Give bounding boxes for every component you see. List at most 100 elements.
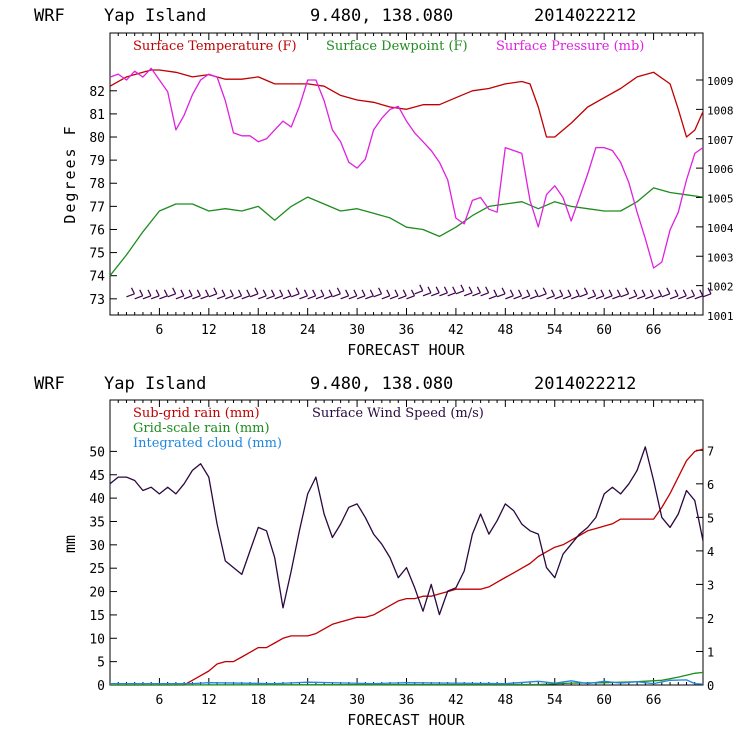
top-header-coords: 9.480, 138.080 <box>310 6 453 26</box>
wind-barb-shaft <box>636 295 646 300</box>
wind-barb-shaft <box>620 293 629 298</box>
wind-barb-flag <box>394 289 399 297</box>
precipitation-x-label: FORECAST HOUR <box>347 711 465 729</box>
wind-barb-flag <box>279 289 284 297</box>
x-tick-label: 12 <box>201 693 217 708</box>
wind-barb-shaft <box>669 295 679 300</box>
wind-barb-shaft <box>645 295 654 300</box>
wind-barb <box>439 286 448 297</box>
wind-barb-flag <box>336 287 341 295</box>
wind-barb <box>356 289 366 300</box>
wind-barb <box>225 289 234 300</box>
wind-barb-shaft <box>653 295 662 300</box>
legend-surface-wind-speed: Surface Wind Speed (m/s) <box>312 406 484 421</box>
wind-barb-shaft <box>505 295 514 300</box>
wind-barb-flag <box>550 289 556 297</box>
wind-barb <box>134 289 144 300</box>
sub-grid-rain-line <box>110 448 704 686</box>
wind-barb-shaft <box>159 295 168 300</box>
bottom-header-coords: 9.480, 138.080 <box>310 374 453 394</box>
wind-barb-flag <box>592 289 597 297</box>
wind-barb-shaft <box>430 292 440 297</box>
wind-barb-flag <box>707 287 712 295</box>
wind-barb-flag <box>583 287 588 295</box>
wind-barb <box>472 286 481 297</box>
wind-barb-shaft <box>241 295 250 300</box>
wind-barb-shaft <box>175 295 185 300</box>
surface-dewpoint-line <box>109 187 704 277</box>
x-tick-label: 54 <box>547 323 563 338</box>
wind-barb <box>678 289 687 300</box>
wind-barb <box>150 289 160 300</box>
x-tick-label: 48 <box>498 693 514 708</box>
wind-barb <box>290 287 300 298</box>
wind-barb-shaft <box>233 295 242 300</box>
wind-barb-shaft <box>447 292 456 297</box>
precipitation-y-tick-label: 25 <box>89 562 105 577</box>
wind-barb <box>332 287 341 298</box>
wind-barb-flag <box>238 289 243 297</box>
precipitation-y-label: mm <box>61 535 79 553</box>
wind-barb-flag <box>608 289 613 297</box>
temperature-y-tick-label: 74 <box>89 270 105 285</box>
wind-barb-flag <box>509 289 514 297</box>
x-tick-label: 6 <box>156 693 164 708</box>
x-tick-label: 6 <box>156 323 164 338</box>
bottom-header-model: WRF <box>34 374 65 394</box>
x-tick-label: 24 <box>300 693 316 708</box>
legend-sub-grid-rain: Sub-grid rain (mm) <box>133 406 260 421</box>
wind-barb-flag <box>188 289 193 297</box>
wind-speed-y-tick-label: 5 <box>707 511 714 525</box>
precipitation-y-tick-label: 5 <box>97 656 105 671</box>
wind-barb-flag <box>501 287 506 295</box>
wind-barb <box>480 286 490 297</box>
pressure-y-tick-label: 1009 <box>707 75 734 88</box>
wind-barb <box>241 289 251 300</box>
surface-wind-speed-line <box>109 446 704 616</box>
integrated-cloud-line <box>110 679 704 685</box>
wind-barb-shaft <box>332 293 341 298</box>
wind-barb <box>430 286 440 297</box>
wind-barb <box>167 287 177 298</box>
wind-barb-shaft <box>694 295 703 300</box>
top-header-model: WRF <box>34 6 65 26</box>
wind-barb-shaft <box>389 295 399 300</box>
wind-barb-flag <box>287 289 292 297</box>
x-tick-label: 54 <box>547 693 563 708</box>
x-tick-label: 60 <box>596 323 612 338</box>
wind-barb <box>579 287 588 298</box>
wind-barb <box>447 286 457 297</box>
wind-barb-flag <box>476 286 481 294</box>
wind-barb <box>571 289 580 300</box>
wind-speed-y-tick-label: 6 <box>707 478 714 492</box>
wind-barb-flag <box>616 289 621 297</box>
bottom-header-init: 2014022212 <box>534 374 636 394</box>
wind-barb-shaft <box>134 295 143 300</box>
precipitation-y-tick-label: 50 <box>89 445 105 460</box>
wind-barb <box>299 289 308 300</box>
wind-speed-y-tick-label: 7 <box>707 444 714 458</box>
wind-barb-flag <box>559 289 564 297</box>
wind-barb-shaft <box>150 295 160 300</box>
wind-barb-shaft <box>365 295 374 300</box>
pressure-y-ticks: 1001 1002 1003 1004 1005 1006 1007 1008 1009 <box>696 75 734 323</box>
wind-barb-flag <box>699 289 704 297</box>
precipitation-y-tick-label: 35 <box>89 515 105 530</box>
wind-barb-flag <box>172 287 177 295</box>
top-header-location: Yap Island <box>104 6 206 26</box>
wind-barb-flag <box>205 289 210 297</box>
wind-barb-flag <box>155 289 160 297</box>
x-tick-label: 30 <box>349 693 365 708</box>
wind-barb <box>653 289 663 300</box>
legend-grid-scale-rain: Grid-scale rain (mm) <box>133 421 270 436</box>
wind-barb-shaft <box>315 295 325 300</box>
wind-barb <box>315 289 325 300</box>
wind-barb <box>307 289 317 300</box>
wind-speed-y-tick-label: 0 <box>707 679 714 693</box>
wind-barb-flag <box>452 286 457 294</box>
wind-barb <box>455 284 465 295</box>
wind-barb-shaft <box>183 295 193 300</box>
wind-barb-flag <box>369 289 374 297</box>
pressure-y-tick-label: 1005 <box>707 193 734 206</box>
wind-barb-shaft <box>554 295 563 300</box>
